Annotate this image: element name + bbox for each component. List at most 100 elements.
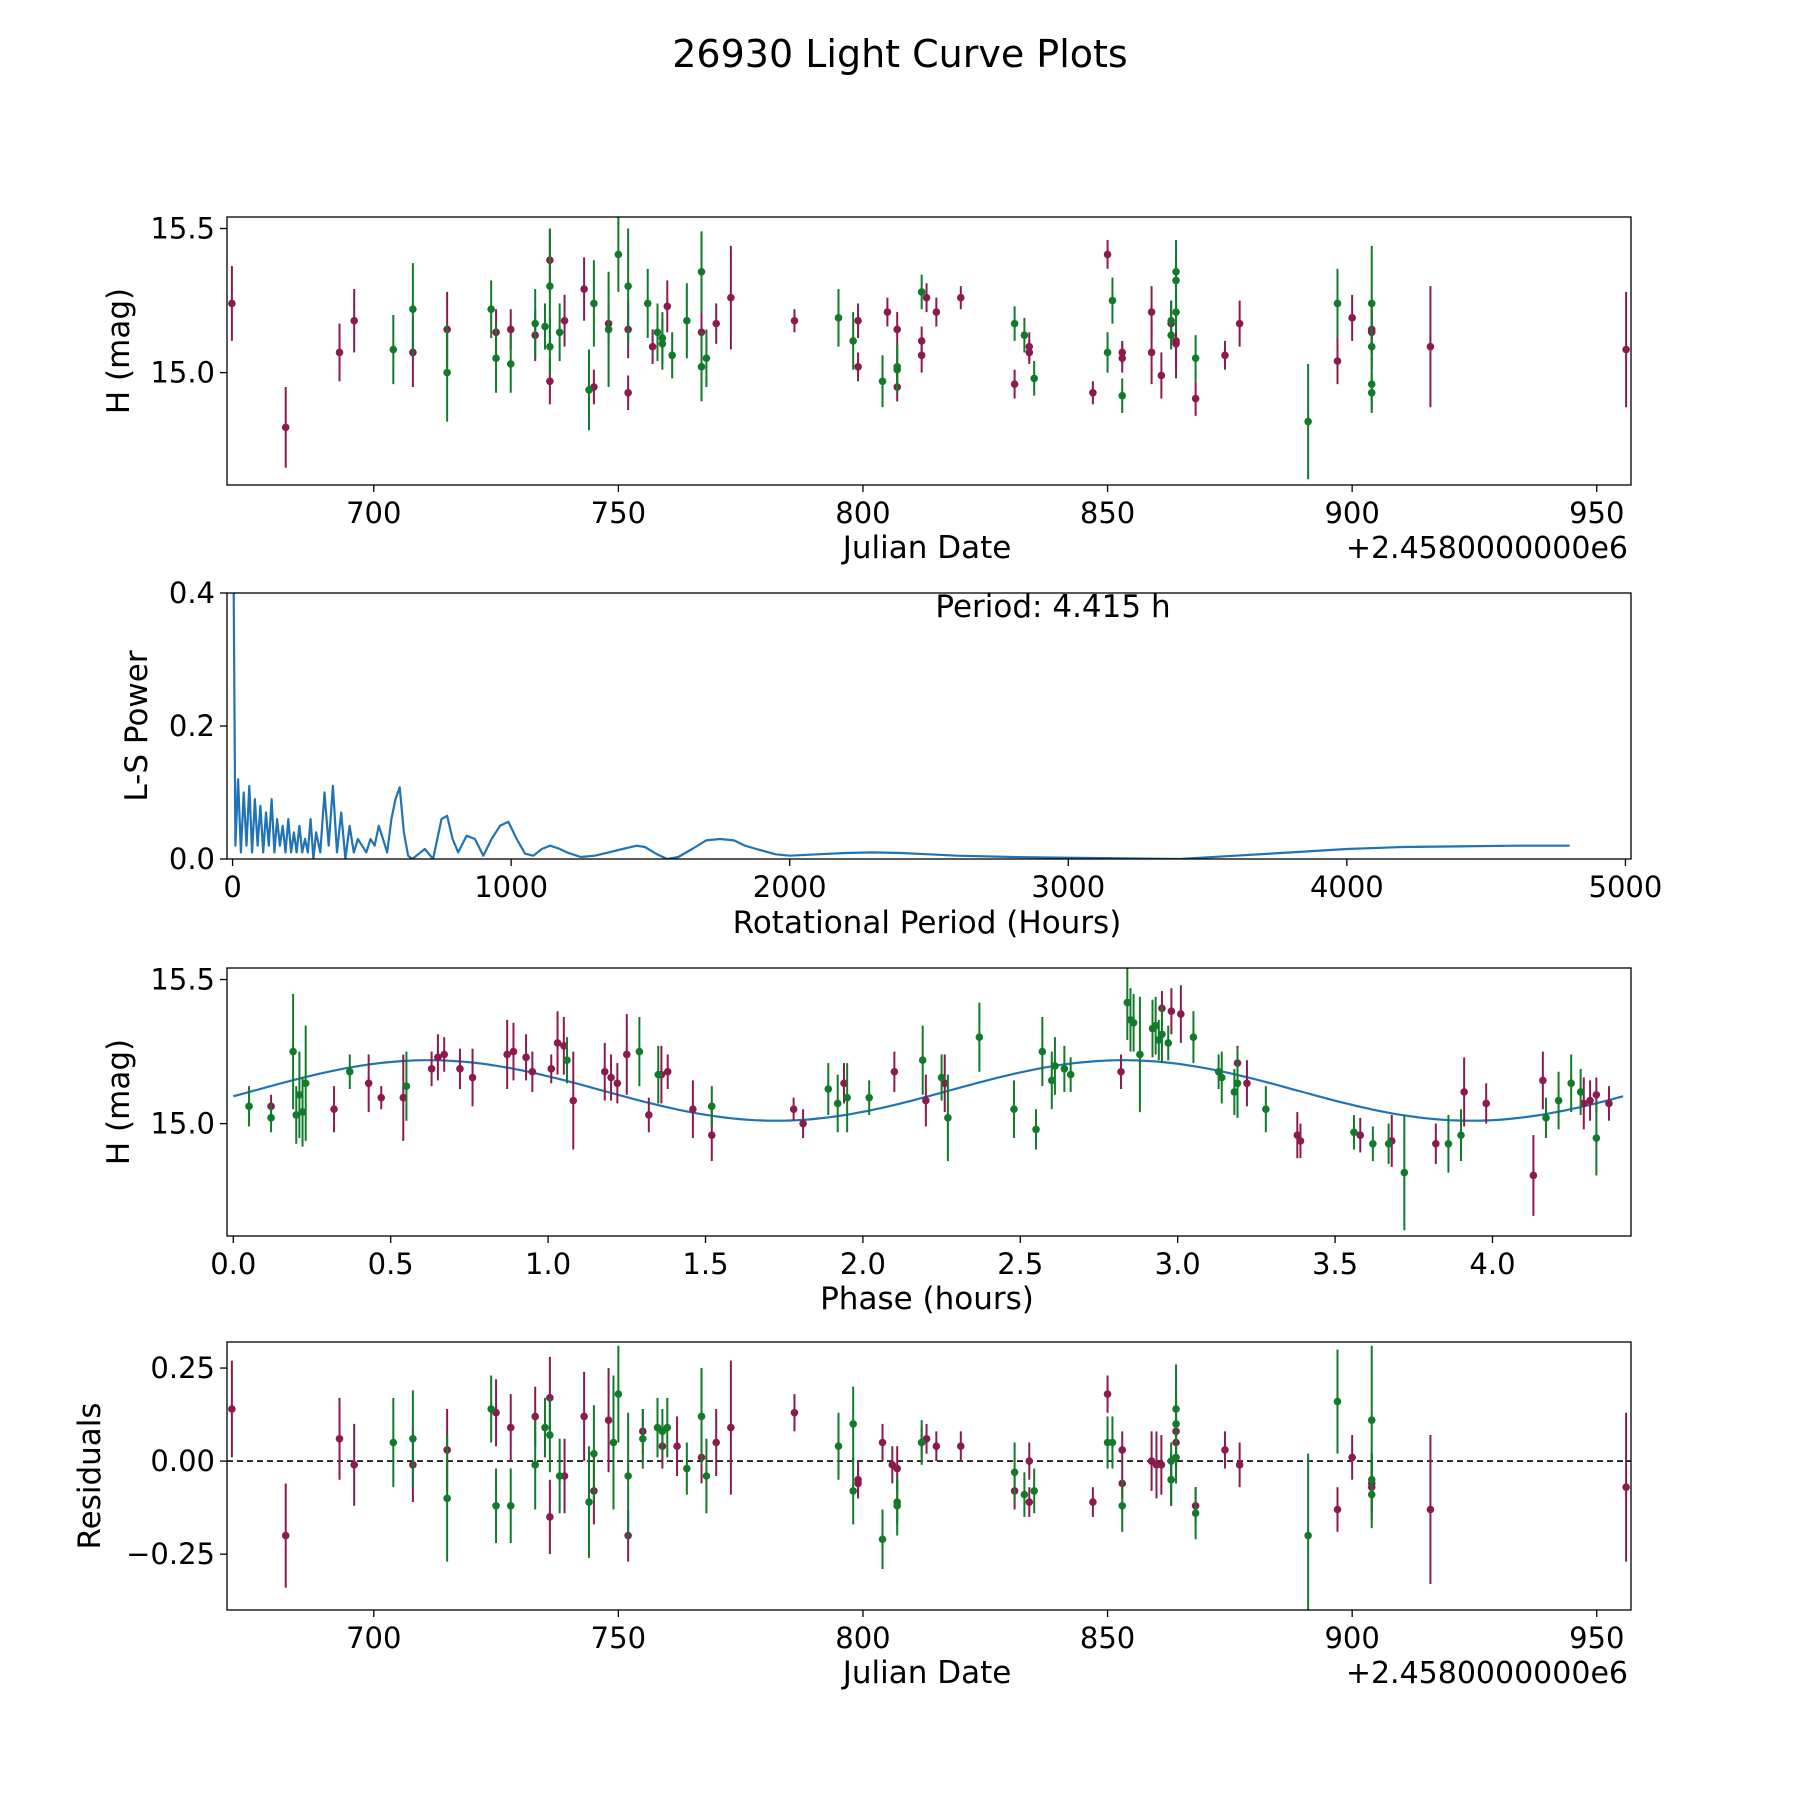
phased-data-point-green	[345, 1067, 354, 1076]
residuals-plot-area	[227, 1345, 1631, 1610]
residuals-data-point-green	[878, 1535, 887, 1544]
raw-data-point-green	[604, 325, 613, 334]
raw-data-point-purple	[932, 308, 941, 316]
residuals-data-point-purple	[893, 1464, 902, 1473]
residuals-y-tick-label: −0.25	[126, 1537, 215, 1571]
residuals-data-point-purple	[854, 1479, 862, 1488]
phased-data-point-purple	[689, 1105, 697, 1114]
phased-data-point-purple	[560, 1042, 568, 1050]
residuals-data-point-purple	[727, 1423, 735, 1432]
phased-data-point-purple	[607, 1073, 615, 1082]
raw-data-point-green	[555, 328, 564, 337]
raw-data-point-purple	[546, 377, 554, 386]
phased-data-point-green	[937, 1073, 946, 1082]
phased-data-point-purple	[789, 1105, 798, 1114]
residuals-data-point-purple	[1025, 1498, 1034, 1506]
residuals-data-point-green	[1108, 1438, 1117, 1447]
residuals-data-point-purple	[1235, 1461, 1244, 1469]
phased-data-point-purple	[468, 1073, 477, 1082]
phased-data-point-purple	[1586, 1096, 1594, 1105]
phased-data-point-purple	[799, 1119, 807, 1128]
phased-data-point-purple	[528, 1067, 537, 1076]
raw-data-point-purple	[854, 363, 862, 371]
residuals-axes-frame	[226, 1341, 1632, 1611]
raw-data-point-green	[546, 282, 554, 290]
phased-data-point-green	[1369, 1139, 1377, 1148]
raw-data-point-green	[409, 305, 417, 314]
phased-data-point-green	[1060, 1065, 1069, 1073]
raw-data-point-green	[624, 282, 632, 290]
raw-data-point-purple	[281, 423, 290, 432]
raw-data-point-purple	[1010, 380, 1019, 388]
residuals-data-point-purple	[1348, 1453, 1356, 1462]
raw-data-point-green	[849, 337, 857, 345]
residuals-data-point-purple	[546, 1513, 554, 1521]
phased-data-point-purple	[1293, 1131, 1302, 1139]
raw-data-point-purple	[1025, 342, 1034, 351]
residuals-data-point-green	[893, 1501, 902, 1510]
phased-data-point-purple	[600, 1067, 609, 1076]
residuals-y-tick-label: 0.25	[150, 1351, 215, 1385]
phased-data-point-purple	[1356, 1131, 1365, 1139]
periodogram-line	[232, 593, 1570, 859]
phased-data-point-purple	[1460, 1088, 1468, 1096]
raw-data-point-purple	[1191, 394, 1200, 403]
phased-data-point-purple	[399, 1093, 408, 1102]
residuals-data-point-purple	[531, 1412, 539, 1421]
phased-data-point-purple	[622, 1050, 631, 1059]
periodogram-panel: 0 1000 2000 3000 4000 5000 0.0 0.2 0.4 Period: …	[119, 576, 1662, 941]
raw-data-point-green	[443, 368, 451, 377]
phased-data-point-purple	[1432, 1139, 1440, 1148]
residuals-data-point-green	[1333, 1397, 1342, 1406]
phased-data-point-purple	[1592, 1090, 1601, 1099]
residuals-data-point-green	[555, 1472, 564, 1480]
phased-x-tick-label: 1.5	[682, 1247, 728, 1281]
residuals-x-tick-label: 750	[591, 1621, 646, 1655]
raw-x-axis-label: Julian Date	[841, 530, 1012, 566]
residuals-data-point-green	[443, 1494, 451, 1503]
raw-data-point-green	[492, 354, 500, 363]
raw-y-axis-label: H (mag)	[101, 288, 137, 414]
phased-data-point-purple	[940, 1079, 949, 1088]
periodogram-x-tick-label: 5000	[1589, 870, 1663, 904]
raw-data-point-green	[643, 299, 652, 308]
phased-data-point-green	[402, 1082, 411, 1090]
phased-x-tick-label: 3.0	[1155, 1247, 1201, 1281]
residuals-data-point-purple	[546, 1394, 554, 1402]
phased-data-point-green	[1350, 1128, 1358, 1137]
raw-x-tick-label: 800	[835, 496, 890, 530]
phased-data-point-green	[298, 1108, 307, 1116]
periodogram-x-tick-label: 2000	[753, 870, 827, 904]
raw-data-point-purple	[922, 293, 931, 302]
residuals-data-point-green	[541, 1423, 549, 1432]
residuals-data-point-purple	[281, 1531, 290, 1540]
raw-data-point-green	[614, 250, 623, 259]
residuals-data-point-green	[614, 1390, 623, 1398]
raw-data-point-purple	[1118, 354, 1127, 363]
residuals-data-point-green	[492, 1501, 500, 1510]
residuals-data-point-green	[834, 1442, 843, 1451]
phased-data-point-green	[1010, 1105, 1018, 1114]
phased-data-point-purple	[1539, 1076, 1547, 1085]
residuals-data-point-green	[1172, 1420, 1180, 1428]
residuals-data-point-green	[585, 1498, 593, 1506]
residuals-data-point-purple	[1025, 1457, 1034, 1465]
phased-data-point-green	[1230, 1088, 1239, 1096]
residuals-x-tick-label: 850	[1080, 1621, 1135, 1655]
phased-data-point-green	[289, 1047, 297, 1056]
residuals-data-point-green	[1030, 1487, 1038, 1495]
raw-data-point-purple	[624, 388, 632, 397]
phased-data-point-purple	[522, 1053, 530, 1062]
residuals-data-point-purple	[1118, 1446, 1127, 1454]
residuals-data-point-green	[683, 1464, 691, 1473]
residuals-data-point-purple	[1157, 1461, 1166, 1469]
phased-data-point-green	[1136, 1050, 1144, 1059]
phased-data-point-green	[1129, 1018, 1138, 1027]
raw-axes-frame	[226, 216, 1632, 486]
residuals-data-point-green	[506, 1501, 515, 1510]
raw-x-tick-label: 950	[1569, 496, 1624, 530]
residuals-data-point-purple	[335, 1434, 344, 1443]
phased-data-point-purple	[1579, 1099, 1588, 1108]
raw-data-point-purple	[1157, 371, 1166, 380]
raw-data-point-green	[878, 377, 887, 386]
